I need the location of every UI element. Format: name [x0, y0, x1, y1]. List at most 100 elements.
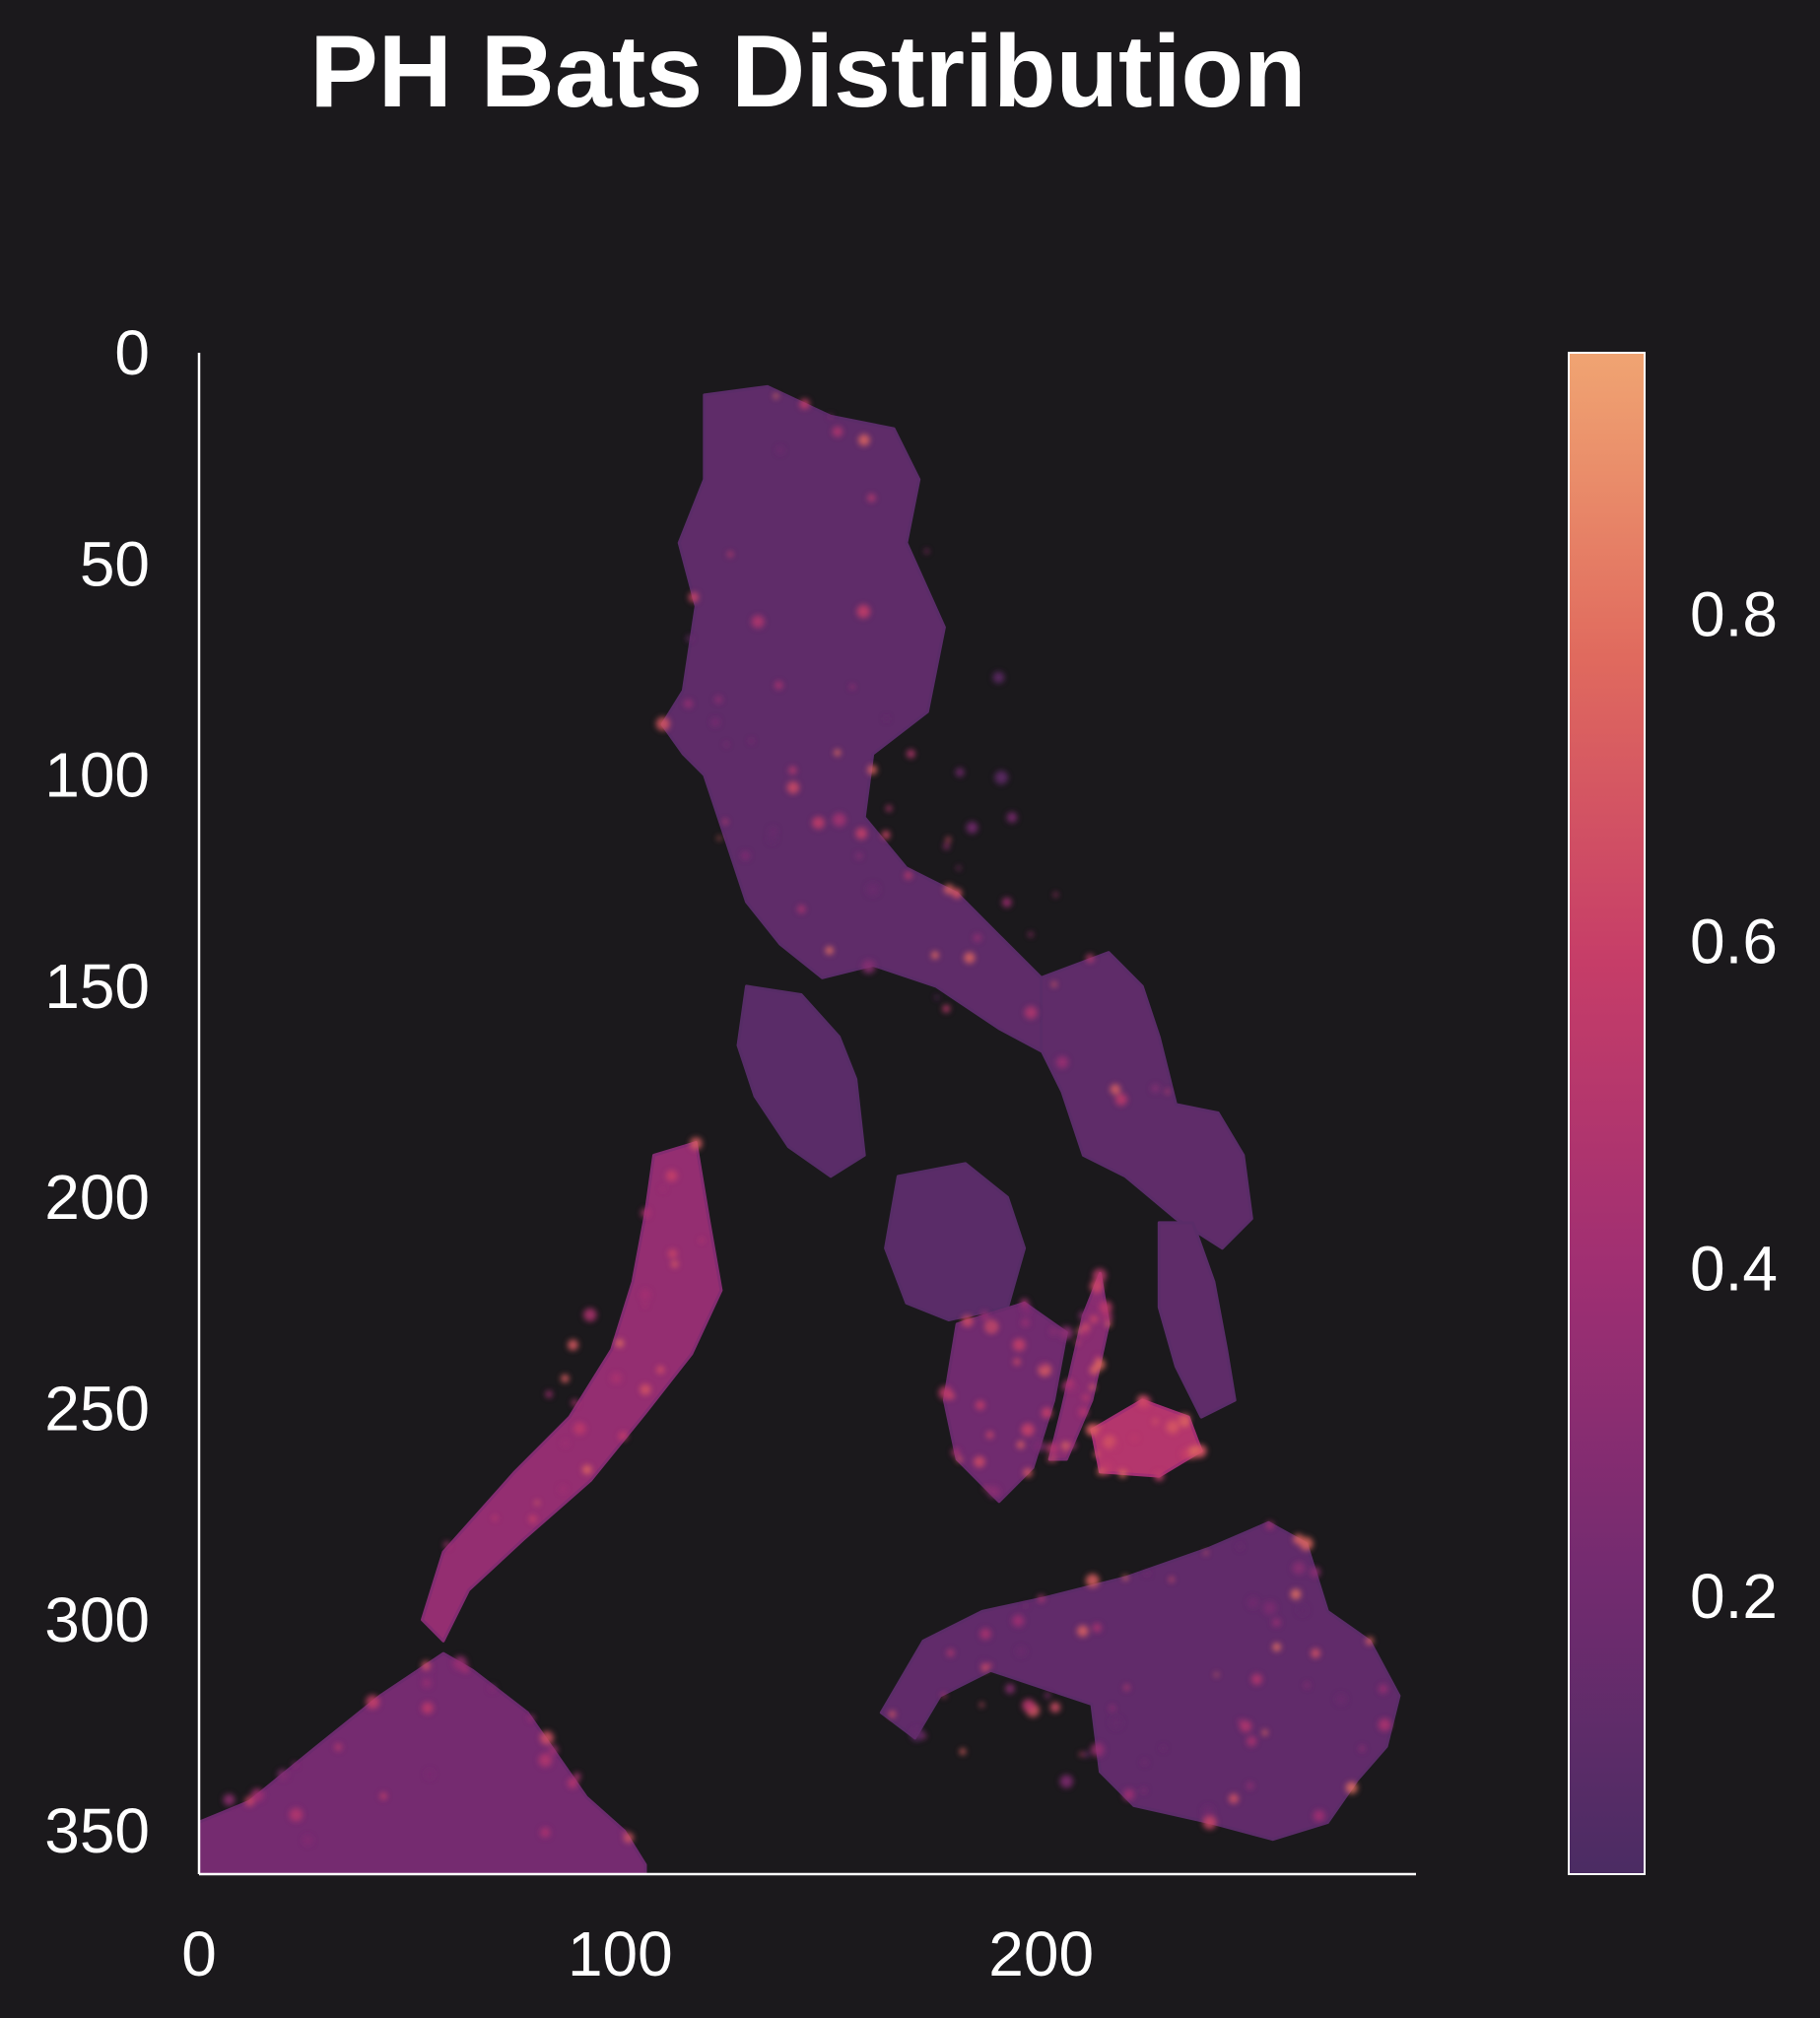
hotspot-cebu	[1079, 1311, 1088, 1320]
hotspot-palawan	[528, 1514, 537, 1523]
hotspot-mindanao	[946, 1648, 955, 1657]
hotspot-cebu	[1051, 1456, 1057, 1462]
hotspot-borneo	[567, 1778, 578, 1788]
hotspot-luzon	[904, 871, 912, 880]
hotspot-bohol	[1180, 1448, 1190, 1459]
hotspot-negros	[1021, 1318, 1030, 1327]
hotspot-mindanao	[980, 1664, 989, 1672]
hotspot-mindanao	[1203, 1550, 1208, 1555]
hotspot-negros	[976, 1400, 985, 1410]
hotspot-mindanao	[1022, 1699, 1036, 1713]
hotspot-cebu	[1093, 1268, 1107, 1283]
y-tick-label: 0	[114, 317, 150, 388]
hotspot-mindanao	[1012, 1614, 1025, 1627]
y-tick-label: 250	[44, 1374, 150, 1445]
hotspot-mindanao	[1202, 1815, 1217, 1830]
hotspot-mindanao	[889, 1711, 896, 1718]
hotspot-luzon	[881, 830, 891, 840]
colorbar-tick-label: 0.6	[1690, 907, 1778, 977]
hotspot-luzon	[867, 494, 876, 503]
hotspot-bohol	[1190, 1446, 1198, 1453]
hotspot-borneo	[527, 1715, 535, 1721]
colorbar-tick-label: 0.4	[1690, 1234, 1778, 1305]
hotspot-luzon	[966, 822, 978, 834]
hotspot-cebu	[1078, 1407, 1089, 1417]
hotspot-negros	[1049, 1327, 1058, 1336]
hotspot-negros	[1022, 1301, 1027, 1306]
hotspot-mindanao	[1005, 1683, 1015, 1694]
hotspot-palawan	[665, 1170, 678, 1182]
hotspot-palawan	[656, 1366, 665, 1375]
hotspot-mindanao	[1092, 1623, 1102, 1633]
x-axis-ticks: 0 100 200	[181, 1918, 1094, 1989]
hotspot-palawan	[642, 1303, 647, 1308]
hotspot-bohol	[1087, 1423, 1100, 1436]
hotspot-cebu	[1061, 1442, 1069, 1449]
hotspot-mindanao	[1310, 1567, 1321, 1578]
hotspot-mindanao	[1379, 1684, 1388, 1694]
hotspot-luzon	[767, 834, 777, 844]
hotspot-luzon	[858, 434, 870, 446]
hotspot-mindanao	[1160, 1745, 1166, 1751]
hotspot-mindanao	[959, 1748, 967, 1755]
hotspot-palawan	[583, 1308, 597, 1322]
hotspot-palawan	[573, 1422, 586, 1436]
hotspot-mindanao	[1290, 1588, 1302, 1600]
hotspot-mindanao	[910, 1727, 924, 1741]
hotspot-luzon	[1002, 898, 1012, 908]
hotspot-mindanao	[1110, 1716, 1123, 1729]
hotspot-mindanao	[1311, 1648, 1320, 1658]
hotspot-mindanao	[1345, 1782, 1358, 1794]
hotspot-borneo	[173, 1829, 182, 1838]
hotspot-luzon	[942, 1004, 951, 1013]
hotspot-luzon	[832, 813, 846, 827]
hotspot-mindanao	[1378, 1718, 1391, 1731]
hotspot-luzon	[799, 398, 810, 410]
hotspot-luzon	[956, 865, 962, 871]
hotspot-negros	[948, 1392, 955, 1400]
hotspot-luzon	[775, 446, 784, 455]
hotspot-cebu	[1082, 1394, 1090, 1401]
hotspot-mindanao	[1304, 1682, 1311, 1688]
hotspot-luzon	[1024, 1006, 1038, 1020]
y-tick-label: 350	[44, 1795, 150, 1866]
hotspot-cebu	[1063, 1447, 1068, 1452]
hotspot-mindanao	[1037, 1594, 1045, 1603]
hotspot-luzon	[812, 816, 825, 830]
hotspot-mindanao	[1085, 1574, 1100, 1587]
hotspot-luzon	[710, 717, 720, 727]
hotspot-borneo	[244, 1796, 255, 1807]
hotspot-cebu	[1090, 1279, 1104, 1294]
hotspot-mindanao	[1335, 1694, 1347, 1705]
hotspot-borneo	[538, 1753, 553, 1768]
hotspot-mindanao	[1359, 1745, 1365, 1752]
hotspot-borneo	[622, 1830, 628, 1835]
hotspot-bohol	[1131, 1435, 1138, 1442]
hotspot-bohol	[1197, 1446, 1205, 1455]
hotspot-cebu	[1074, 1340, 1080, 1345]
hotspot-cebu	[1099, 1301, 1112, 1314]
hotspot-borneo	[250, 1788, 264, 1802]
hotspot-mindanao	[1122, 1575, 1128, 1581]
hotspot-mindanao	[1237, 1543, 1244, 1550]
hotspot-negros	[1013, 1358, 1021, 1366]
x-tick-label: 100	[568, 1918, 673, 1989]
hotspot-luzon	[655, 716, 670, 731]
hotspot-palawan	[561, 1374, 570, 1383]
hotspot-negros	[1021, 1423, 1035, 1437]
hotspot-cebu	[1045, 1442, 1058, 1455]
hotspot-palawan	[671, 1260, 679, 1268]
region-negros	[942, 1301, 1068, 1504]
hotspot-luzon	[861, 960, 876, 974]
hotspot-mindanao	[1023, 1603, 1028, 1608]
hotspot-luzon	[1165, 1089, 1171, 1095]
map-hotspots	[173, 393, 1391, 1846]
hotspot-negros	[1016, 1441, 1025, 1449]
hotspot-mindanao	[1214, 1672, 1219, 1677]
hotspot-luzon	[866, 883, 880, 896]
hotspot-mindanao	[1123, 1684, 1130, 1691]
hotspot-luzon	[1051, 981, 1057, 987]
hotspot-mindanao	[1297, 1605, 1308, 1615]
region-mindoro	[736, 984, 866, 1178]
hotspot-mindanao	[1246, 1782, 1254, 1790]
